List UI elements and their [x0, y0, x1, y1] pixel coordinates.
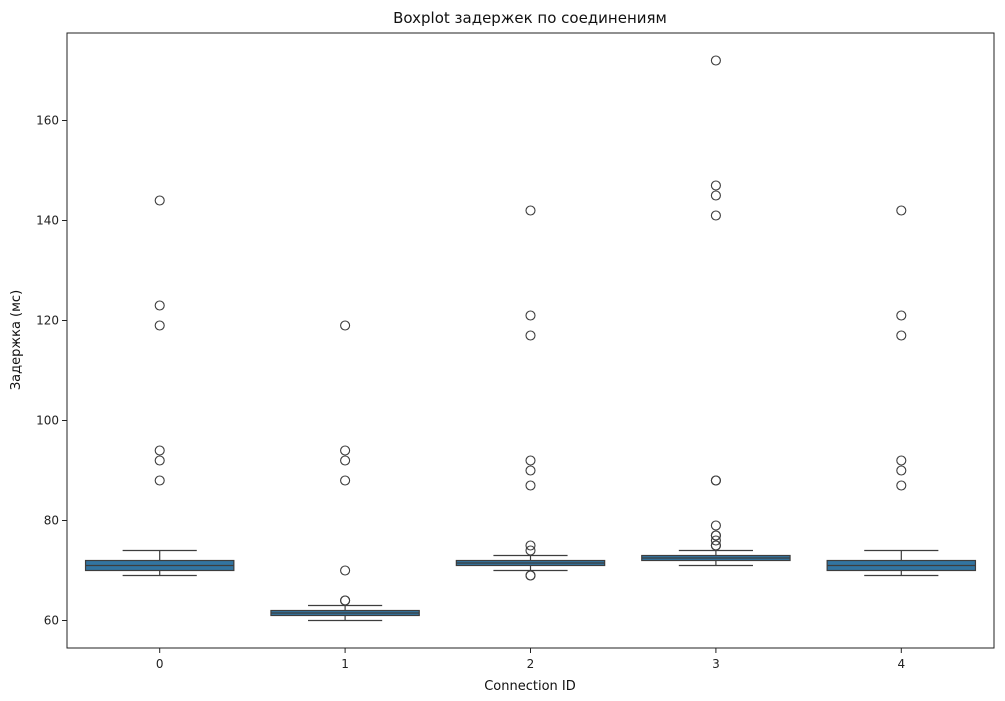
outlier-4-1	[896, 310, 907, 321]
x-axis: 0 1 2 3 4	[156, 648, 905, 671]
outlier-4-0	[896, 205, 907, 216]
x-tick-label-4: 4	[897, 657, 905, 671]
box-group-4	[826, 205, 977, 577]
outlier-2-1	[525, 310, 536, 321]
outlier-2-7	[525, 545, 536, 556]
outlier-1-4	[340, 565, 351, 576]
y-tick-label-80: 80	[44, 514, 59, 528]
x-axis-title: Connection ID	[484, 679, 576, 694]
outlier-3-6	[710, 520, 721, 531]
y-tick-label-120: 120	[36, 314, 59, 328]
y-axis: 60 80 100 120 140 160	[36, 114, 67, 628]
outlier-3-0	[710, 55, 721, 66]
outlier-2-9	[525, 570, 536, 581]
outlier-3-11	[710, 540, 721, 551]
x-tick-label-0: 0	[156, 657, 164, 671]
plot-area	[84, 55, 977, 622]
outlier-3-9	[710, 535, 721, 546]
y-axis-title: Задержка (мс)	[9, 290, 24, 390]
chart-title: Boxplot задержек по соединениям	[393, 9, 667, 27]
outlier-2-5	[525, 480, 536, 491]
y-tick-label-100: 100	[36, 414, 59, 428]
outlier-3-1	[710, 180, 721, 191]
outlier-3-2	[710, 190, 721, 201]
outlier-2-0	[525, 205, 536, 216]
box-group-0	[84, 195, 235, 577]
outlier-2-2	[525, 330, 536, 341]
box-group-1	[270, 320, 420, 622]
x-tick-label-2: 2	[527, 657, 535, 671]
outlier-0-5	[154, 475, 165, 486]
x-tick-label-3: 3	[712, 657, 720, 671]
y-tick-label-160: 160	[36, 114, 59, 128]
outlier-4-5	[896, 480, 907, 491]
outlier-0-4	[154, 455, 165, 466]
outlier-1-2	[340, 455, 351, 466]
outlier-0-3	[154, 445, 165, 456]
y-tick-label-60: 60	[44, 614, 59, 628]
outlier-0-0	[154, 195, 165, 206]
outlier-1-0	[340, 320, 351, 331]
box-group-2	[455, 205, 606, 581]
outlier-4-4	[896, 465, 907, 476]
outlier-0-1	[154, 300, 165, 311]
outlier-3-5	[710, 475, 721, 486]
outlier-4-3	[896, 455, 907, 466]
box-group-3	[641, 55, 791, 567]
outlier-3-3	[710, 210, 721, 221]
outlier-0-2	[154, 320, 165, 331]
outlier-2-4	[525, 465, 536, 476]
outlier-2-3	[525, 455, 536, 466]
x-tick-label-1: 1	[341, 657, 349, 671]
outlier-1-1	[340, 445, 351, 456]
outlier-3-8	[710, 530, 721, 541]
outlier-1-3	[340, 475, 351, 486]
y-tick-label-140: 140	[36, 214, 59, 228]
outlier-2-6	[525, 540, 536, 551]
outlier-1-6	[340, 595, 351, 606]
outlier-4-2	[896, 330, 907, 341]
